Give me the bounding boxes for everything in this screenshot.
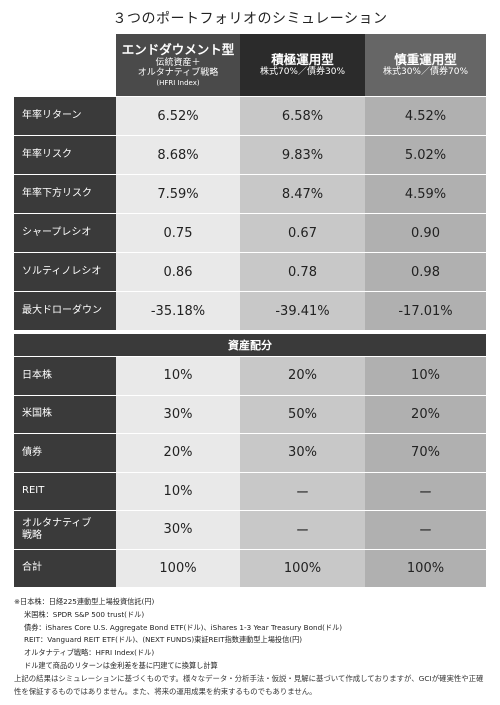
value-cell: 20% bbox=[240, 357, 365, 395]
row-label: 債券 bbox=[14, 434, 116, 472]
table-row: 年率リターン 6.52% 6.58% 4.52% bbox=[14, 96, 486, 135]
table-row: 債券 20% 30% 70% bbox=[14, 433, 486, 472]
value-cell: 8.68% bbox=[116, 136, 240, 174]
value-cell: 10% bbox=[365, 357, 486, 395]
value-cell: 30% bbox=[116, 511, 240, 549]
value-cell: 30% bbox=[240, 434, 365, 472]
footnote: 米国株：SPDR S&P 500 trust(ドル) bbox=[24, 609, 145, 619]
column-header-endowment: エンドダウメント型 伝統資産＋ オルタナティブ戦略 (HFRI Index) bbox=[116, 34, 240, 96]
value-cell: 20% bbox=[365, 395, 486, 433]
column-header-conservative: 慎重運用型 株式30%／債券70% bbox=[365, 34, 486, 96]
value-cell: 0.75 bbox=[116, 214, 240, 252]
footnote: オルタナティブ戦略：HFRI Index(ドル) bbox=[24, 648, 155, 658]
row-label: REIT bbox=[14, 472, 116, 510]
column-name: 積極運用型 bbox=[271, 51, 334, 67]
value-cell: 30% bbox=[116, 395, 240, 433]
value-cell: 0.78 bbox=[240, 253, 365, 291]
value-cell: 100% bbox=[240, 549, 365, 587]
column-header-aggressive: 積極運用型 株式70%／債券30% bbox=[240, 34, 365, 96]
table-row: シャープレシオ 0.75 0.67 0.90 bbox=[14, 213, 486, 252]
column-name: エンドダウメント型 bbox=[121, 42, 235, 58]
value-cell: ー bbox=[365, 472, 486, 510]
value-cell: 50% bbox=[240, 395, 365, 433]
row-label: 年率下方リスク bbox=[14, 175, 116, 213]
value-cell: 0.98 bbox=[365, 253, 486, 291]
row-label: 年率リターン bbox=[14, 97, 116, 135]
value-cell: 0.90 bbox=[365, 214, 486, 252]
value-cell: ー bbox=[240, 472, 365, 510]
value-cell: -39.41% bbox=[240, 292, 365, 330]
footnote: REIT：Vanguard REIT ETF(ドル)、(NEXT FUNDS)東… bbox=[24, 635, 303, 645]
value-cell: -17.01% bbox=[365, 292, 486, 330]
value-cell: ー bbox=[240, 511, 365, 549]
header-blank-cell bbox=[14, 34, 116, 96]
value-cell: 7.59% bbox=[116, 175, 240, 213]
value-cell: 20% bbox=[116, 434, 240, 472]
footnote: 債券：iShares Core U.S. Aggregate Bond ETF(… bbox=[24, 622, 343, 632]
value-cell: 100% bbox=[116, 549, 240, 587]
table-row: 年率下方リスク 7.59% 8.47% 4.59% bbox=[14, 174, 486, 213]
value-cell: 5.02% bbox=[365, 136, 486, 174]
row-label: 年率リスク bbox=[14, 136, 116, 174]
table-row: ソルティノレシオ 0.86 0.78 0.98 bbox=[14, 252, 486, 291]
table-row: 最大ドローダウン -35.18% -39.41% -17.01% bbox=[14, 291, 486, 330]
row-label: 米国株 bbox=[14, 395, 116, 433]
column-name: 慎重運用型 bbox=[394, 51, 457, 67]
value-cell: 4.59% bbox=[365, 175, 486, 213]
table-row: 合計 100% 100% 100% bbox=[14, 548, 486, 587]
row-label: オルタナティブ 戦略 bbox=[14, 511, 116, 549]
value-cell: 10% bbox=[116, 472, 240, 510]
column-sub: 株式70%／債券30% bbox=[259, 67, 345, 78]
value-cell: ー bbox=[365, 511, 486, 549]
column-sub: 伝統資産＋ bbox=[155, 57, 201, 68]
table-row: REIT 10% ーー bbox=[14, 471, 486, 510]
disclaimer: 上記の結果はシミュレーションに基づくものです。様々なデータ・分析手法・仮説・見解… bbox=[14, 674, 484, 696]
value-cell: 6.58% bbox=[240, 97, 365, 135]
footnotes: ※日本株：日経225連動型上場投資信託(円) 米国株：SPDR S&P 500 … bbox=[14, 596, 486, 673]
value-cell: 0.67 bbox=[240, 214, 365, 252]
allocation-header: 資産配分 bbox=[14, 334, 486, 356]
table-row: 米国株 30% 50% 20% bbox=[14, 394, 486, 433]
value-cell: 10% bbox=[116, 357, 240, 395]
footnote: ドル建て商品のリターンは金利差を基に円建てに換算し計算 bbox=[24, 660, 218, 670]
row-label: 最大ドローダウン bbox=[14, 292, 116, 330]
row-label: シャープレシオ bbox=[14, 214, 116, 252]
value-cell: -35.18% bbox=[116, 292, 240, 330]
value-cell: 0.86 bbox=[116, 253, 240, 291]
value-cell: 9.83% bbox=[240, 136, 365, 174]
column-sub: 株式30%／債券70% bbox=[382, 67, 468, 78]
table-row: 日本株 10% 20% 10% bbox=[14, 356, 486, 395]
value-cell: 100% bbox=[365, 549, 486, 587]
value-cell: 8.47% bbox=[240, 175, 365, 213]
row-label: 日本株 bbox=[14, 357, 116, 395]
table-row: オルタナティブ 戦略 30% ーー bbox=[14, 510, 486, 549]
row-label: 合計 bbox=[14, 549, 116, 587]
column-sub: オルタナティブ戦略 bbox=[137, 68, 219, 79]
row-label: ソルティノレシオ bbox=[14, 253, 116, 291]
footnote: ※日本株：日経225連動型上場投資信託(円) bbox=[14, 597, 155, 606]
value-cell: 70% bbox=[365, 434, 486, 472]
page-title: ３つのポートフォリオのシミュレーション bbox=[112, 11, 388, 27]
table-header: エンドダウメント型 伝統資産＋ オルタナティブ戦略 (HFRI Index) 積… bbox=[14, 34, 486, 96]
value-cell: 6.52% bbox=[116, 97, 240, 135]
value-cell: 4.52% bbox=[365, 97, 486, 135]
table-row: 年率リスク 8.68% 9.83% 5.02% bbox=[14, 135, 486, 174]
column-sub: (HFRI Index) bbox=[156, 78, 200, 87]
